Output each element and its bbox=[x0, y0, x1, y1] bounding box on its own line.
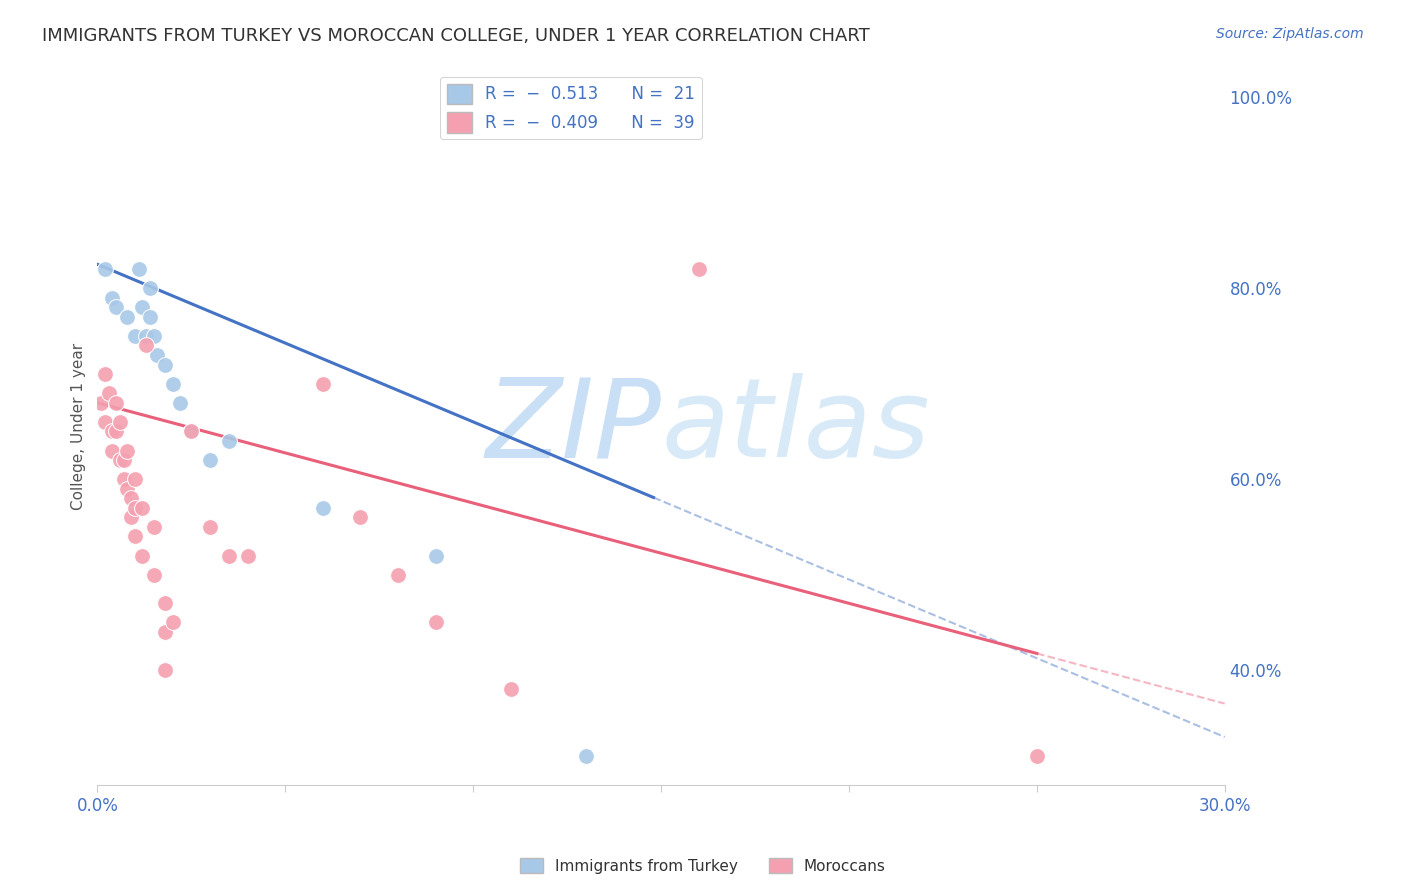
Point bbox=[349, 510, 371, 524]
Point bbox=[312, 500, 335, 515]
Point bbox=[218, 434, 240, 448]
Point bbox=[128, 262, 150, 277]
Point bbox=[105, 425, 128, 439]
Point bbox=[97, 386, 120, 401]
Point bbox=[120, 510, 142, 524]
Point bbox=[120, 491, 142, 506]
Point bbox=[117, 443, 139, 458]
Point bbox=[688, 262, 710, 277]
Point bbox=[135, 329, 157, 343]
Point bbox=[101, 425, 124, 439]
Point bbox=[112, 453, 135, 467]
Point bbox=[236, 549, 259, 563]
Point bbox=[124, 529, 146, 543]
Point bbox=[169, 396, 191, 410]
Point bbox=[153, 358, 176, 372]
Point bbox=[108, 453, 131, 467]
Legend: R =  − 0.513  N =  21, R =  − 0.409  N =  39: R = − 0.513 N = 21, R = − 0.409 N = 39 bbox=[440, 77, 702, 139]
Point bbox=[94, 367, 117, 381]
Point bbox=[198, 520, 221, 534]
Point bbox=[153, 663, 176, 677]
Point bbox=[146, 348, 169, 362]
Y-axis label: College, Under 1 year: College, Under 1 year bbox=[72, 343, 86, 510]
Point bbox=[499, 682, 522, 697]
Point bbox=[180, 425, 202, 439]
Point bbox=[135, 338, 157, 352]
Point bbox=[124, 329, 146, 343]
Text: Source: ZipAtlas.com: Source: ZipAtlas.com bbox=[1216, 27, 1364, 41]
Point bbox=[162, 615, 184, 630]
Point bbox=[575, 749, 598, 764]
Point bbox=[387, 567, 409, 582]
Point bbox=[131, 300, 153, 314]
Point bbox=[124, 472, 146, 486]
Point bbox=[312, 376, 335, 391]
Point bbox=[108, 415, 131, 429]
Point bbox=[139, 281, 162, 295]
Point bbox=[117, 482, 139, 496]
Point bbox=[425, 549, 447, 563]
Point bbox=[117, 310, 139, 324]
Point bbox=[101, 443, 124, 458]
Point bbox=[198, 453, 221, 467]
Point bbox=[105, 396, 128, 410]
Point bbox=[153, 624, 176, 639]
Point bbox=[139, 310, 162, 324]
Point bbox=[162, 376, 184, 391]
Legend: Immigrants from Turkey, Moroccans: Immigrants from Turkey, Moroccans bbox=[515, 852, 891, 880]
Point bbox=[153, 596, 176, 610]
Point bbox=[1025, 749, 1047, 764]
Point bbox=[101, 291, 124, 305]
Point bbox=[218, 549, 240, 563]
Point bbox=[142, 329, 165, 343]
Text: ZIP: ZIP bbox=[485, 373, 661, 480]
Text: atlas: atlas bbox=[661, 373, 929, 480]
Point bbox=[142, 520, 165, 534]
Point bbox=[180, 425, 202, 439]
Point bbox=[124, 500, 146, 515]
Point bbox=[90, 396, 112, 410]
Point bbox=[94, 262, 117, 277]
Point bbox=[425, 615, 447, 630]
Point bbox=[105, 300, 128, 314]
Point bbox=[131, 549, 153, 563]
Text: IMMIGRANTS FROM TURKEY VS MOROCCAN COLLEGE, UNDER 1 YEAR CORRELATION CHART: IMMIGRANTS FROM TURKEY VS MOROCCAN COLLE… bbox=[42, 27, 870, 45]
Point bbox=[131, 500, 153, 515]
Point bbox=[112, 472, 135, 486]
Point bbox=[94, 415, 117, 429]
Point bbox=[142, 567, 165, 582]
